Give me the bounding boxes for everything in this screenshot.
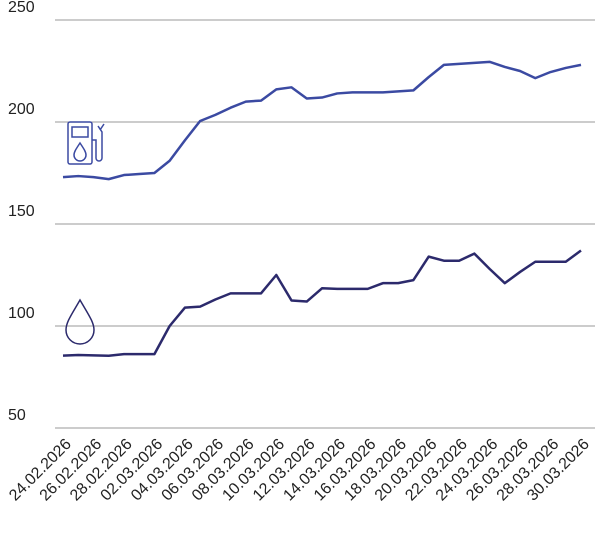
y-tick-label: 50	[8, 407, 26, 424]
y-tick-label: 100	[8, 305, 35, 322]
data-line	[62, 60, 582, 181]
plot: 5010015020025024.02.202626.02.202628.02.…	[6, 0, 595, 504]
y-tick-label: 150	[8, 203, 35, 220]
y-tick-label: 200	[8, 101, 35, 118]
y-tick-label: 250	[8, 0, 35, 16]
fuel-pump-icon	[67, 121, 105, 165]
data-line	[62, 249, 582, 358]
droplet-icon	[65, 298, 95, 345]
